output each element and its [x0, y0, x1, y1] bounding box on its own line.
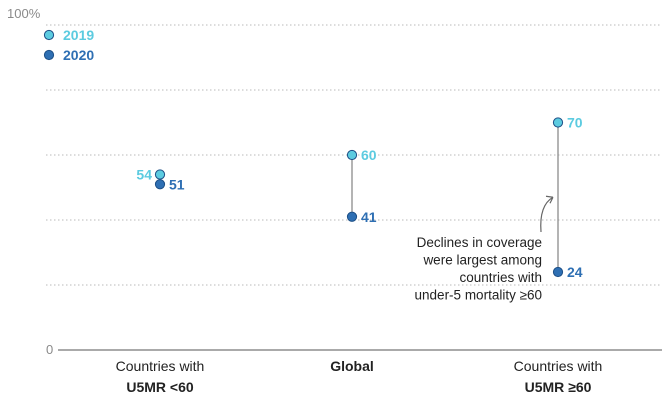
data-label-2019: 70	[567, 115, 583, 131]
legend-marker-2020	[43, 49, 55, 61]
x-category-label: U5MR <60	[126, 379, 194, 395]
annotation-text: countries with	[459, 270, 542, 285]
data-labels: 54 60 70 51 41 24	[136, 115, 582, 281]
x-category-label: Global	[330, 358, 374, 374]
x-category-label: U5MR ≥60	[525, 379, 592, 395]
x-axis-categories: Countries with U5MR <60 Global Countries…	[116, 358, 603, 395]
legend-label-2020: 2020	[63, 47, 94, 63]
data-point-2020	[552, 266, 564, 278]
annotation-arrow	[540, 195, 554, 233]
data-points	[154, 117, 564, 278]
annotation: Declines in coverage were largest among …	[415, 195, 554, 303]
data-point-2020	[346, 211, 358, 222]
data-point-2019	[346, 149, 358, 161]
data-point-2020	[154, 179, 166, 190]
legend: 2019 2020	[43, 27, 94, 63]
data-label-2020: 24	[567, 264, 583, 280]
annotation-text: under-5 mortality ≥60	[415, 288, 542, 303]
annotation-text: Declines in coverage	[417, 235, 542, 250]
y-tick-label-bottom: 0	[46, 342, 53, 357]
legend-label-2019: 2019	[63, 27, 94, 43]
x-category-label: Countries with	[514, 358, 603, 374]
data-point-2019	[154, 169, 166, 180]
data-point-2019	[552, 117, 564, 128]
legend-marker-2019	[43, 29, 55, 41]
data-label-2020: 51	[169, 176, 185, 192]
x-category-label: Countries with	[116, 358, 205, 374]
data-label-2019: 54	[136, 167, 152, 183]
data-label-2020: 41	[361, 209, 377, 225]
annotation-text: were largest among	[422, 253, 542, 268]
data-label-2019: 60	[361, 147, 377, 163]
y-tick-label-top: 100%	[7, 6, 41, 21]
